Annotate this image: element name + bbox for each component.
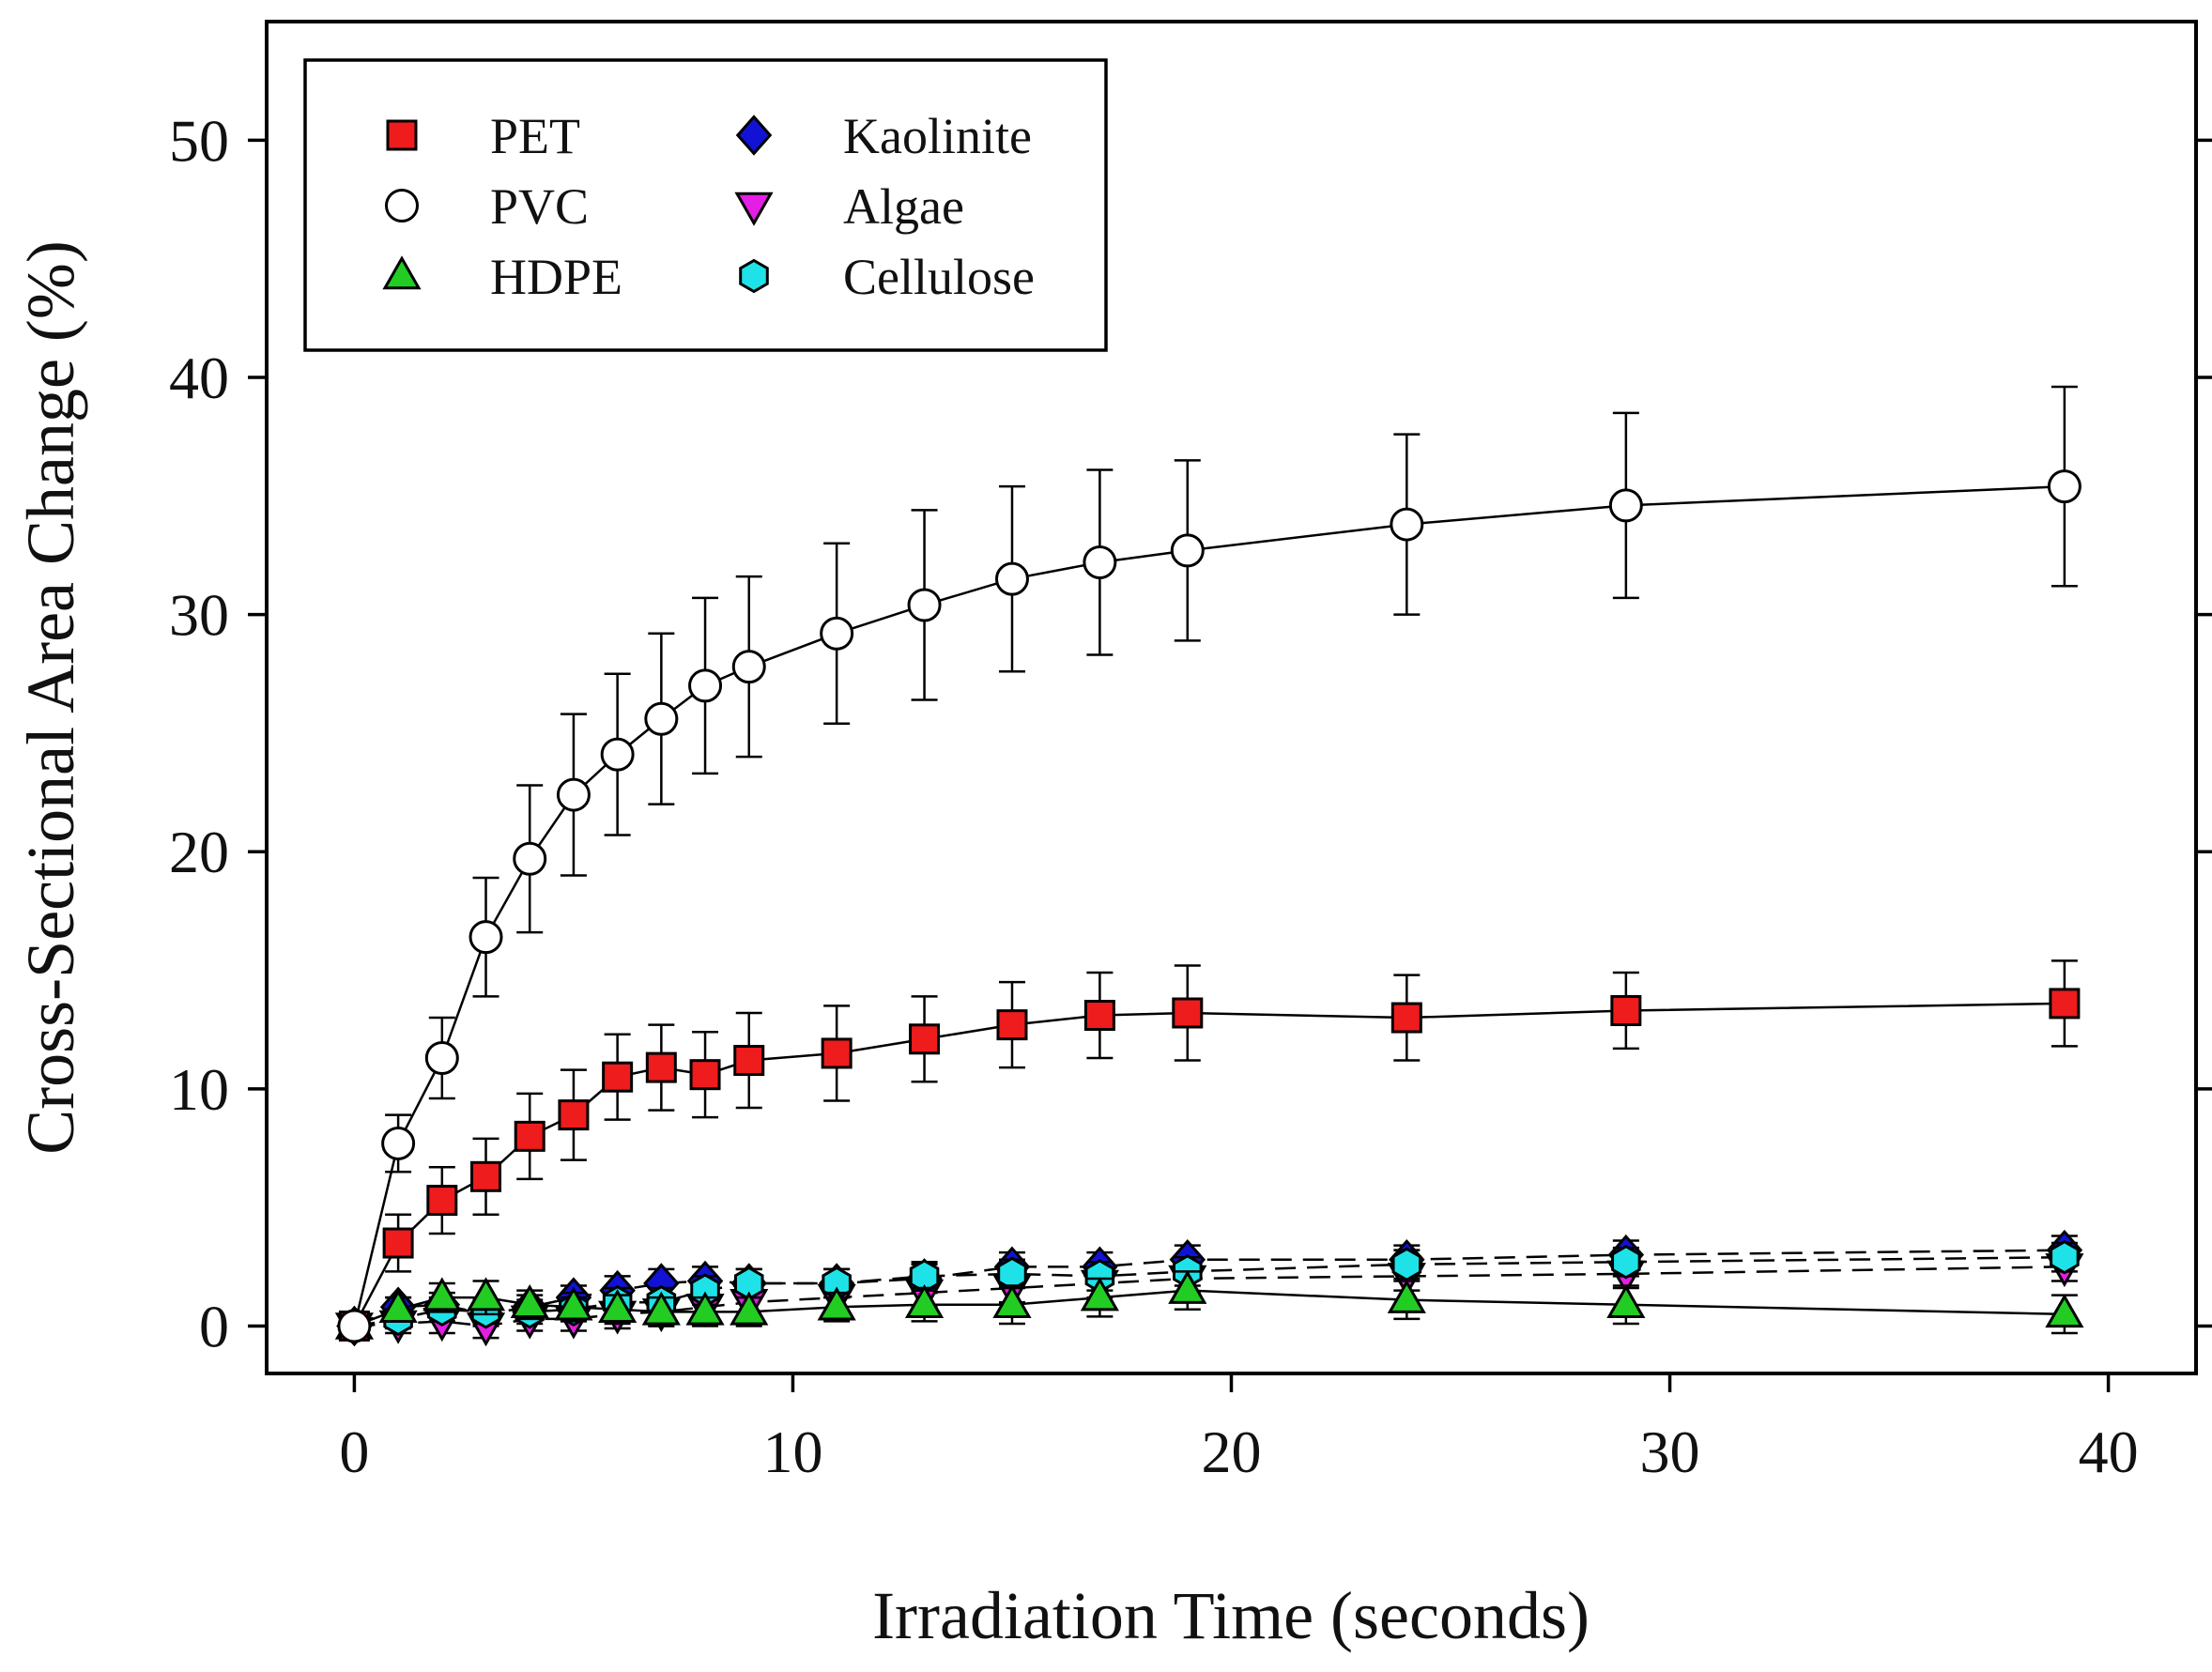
legend-kaolinite-marker — [735, 115, 773, 156]
y-tick-label: 0 — [199, 1293, 229, 1359]
pet-point — [470, 1160, 502, 1192]
hdpe-point — [2045, 1294, 2084, 1328]
pvc-point — [600, 737, 635, 772]
pet-point — [2049, 988, 2081, 1020]
pet-point — [689, 1059, 721, 1091]
legend-kaolinite-label: Kaolinite — [843, 108, 1032, 164]
legend-hdpe-marker — [382, 255, 422, 290]
pvc-point — [337, 1309, 372, 1343]
hdpe-point — [685, 1291, 725, 1326]
hdpe-point — [1168, 1269, 1207, 1304]
cellulose-point — [2050, 1239, 2080, 1275]
pvc-point — [994, 561, 1029, 596]
pvc-point — [1083, 545, 1117, 579]
hdpe-point — [1606, 1283, 1646, 1318]
pet-point — [996, 1009, 1028, 1041]
x-tick-label: 30 — [1640, 1419, 1700, 1485]
pvc-series — [337, 385, 2081, 1343]
pet-point — [602, 1061, 634, 1093]
hdpe-point — [817, 1286, 856, 1321]
hdpe-series — [334, 1269, 2084, 1340]
legend-pet-marker — [386, 119, 418, 151]
y-tick-label: 10 — [169, 1056, 229, 1123]
pvc-point — [644, 701, 679, 736]
pet-point — [558, 1099, 590, 1131]
pvc-point — [2047, 469, 2081, 504]
x-tick-label: 10 — [762, 1419, 822, 1485]
pet-series — [338, 959, 2081, 1342]
x-tick-label: 40 — [2079, 1419, 2139, 1485]
legend-cellulose-marker — [739, 258, 769, 294]
x-tick-label: 20 — [1202, 1419, 1262, 1485]
kaolinite-series — [336, 1229, 2083, 1347]
cellulose-point — [1611, 1245, 1641, 1280]
legend-pet-label: PET — [490, 108, 580, 164]
hdpe-point — [554, 1286, 593, 1321]
y-tick-label: 20 — [169, 819, 229, 885]
hdpe-point — [992, 1283, 1032, 1318]
pvc-point — [907, 588, 942, 622]
hdpe-point — [730, 1291, 769, 1326]
pet-point — [1390, 1002, 1422, 1034]
pet-point — [1610, 994, 1642, 1026]
hdpe-point — [466, 1277, 506, 1312]
tick-layer: 0 10 20 30 40 0 10 20 30 40 50 — [169, 107, 2212, 1485]
pet-point — [909, 1023, 941, 1055]
hdpe-point — [1080, 1277, 1119, 1312]
y-tick-label: 40 — [169, 345, 229, 411]
pvc-point — [556, 777, 591, 812]
legend-algae-marker — [734, 192, 774, 226]
pet-point — [426, 1185, 458, 1217]
pet-point — [733, 1045, 765, 1077]
hdpe-point — [422, 1277, 462, 1312]
legend-algae-label: Algae — [843, 178, 964, 235]
hdpe-point — [904, 1283, 945, 1318]
hdpe-point — [510, 1283, 549, 1318]
pvc-point — [381, 1126, 416, 1160]
hdpe-point — [1387, 1279, 1426, 1313]
x-axis-title: Irradiation Time (seconds) — [872, 1578, 1590, 1653]
series-layer — [334, 385, 2084, 1347]
pvc-point — [688, 668, 723, 703]
pvc-point — [731, 650, 766, 684]
pvc-point — [424, 1041, 459, 1075]
pvc-line — [353, 484, 2065, 1327]
pvc-point — [513, 841, 547, 876]
pvc-point — [1608, 488, 1643, 523]
legend: PET PVC HDPE Kaolinite Algae Cellulose — [303, 58, 1108, 352]
hdpe-point — [598, 1289, 637, 1324]
y-axis-title: Cross-Sectional Area Change (%) — [13, 240, 88, 1155]
pet-point — [514, 1120, 545, 1152]
legend-cellulose-label: Cellulose — [843, 249, 1035, 305]
legend-pvc-marker — [385, 189, 419, 222]
pet-point — [382, 1227, 414, 1259]
pvc-point — [820, 616, 854, 651]
legend-box — [303, 58, 1108, 352]
pvc-point — [469, 920, 503, 955]
pet-point — [1172, 997, 1204, 1029]
pvc-point — [1390, 507, 1424, 542]
hdpe-point — [378, 1289, 418, 1324]
algae-line — [354, 1266, 2065, 1327]
x-tick-label: 0 — [339, 1419, 369, 1485]
cellulose-line — [354, 1255, 2065, 1327]
legend-pvc-label: PVC — [490, 178, 589, 235]
pet-point — [821, 1037, 853, 1069]
y-tick-label: 30 — [169, 582, 229, 649]
pvc-point — [1170, 533, 1205, 568]
hdpe-point — [641, 1291, 681, 1326]
pet-point — [645, 1051, 677, 1083]
legend-hdpe-label: HDPE — [490, 249, 622, 305]
cellulose-point — [1391, 1247, 1422, 1282]
y-tick-label: 50 — [169, 107, 229, 174]
algae-series — [334, 1250, 2084, 1347]
pet-point — [1083, 1000, 1115, 1032]
